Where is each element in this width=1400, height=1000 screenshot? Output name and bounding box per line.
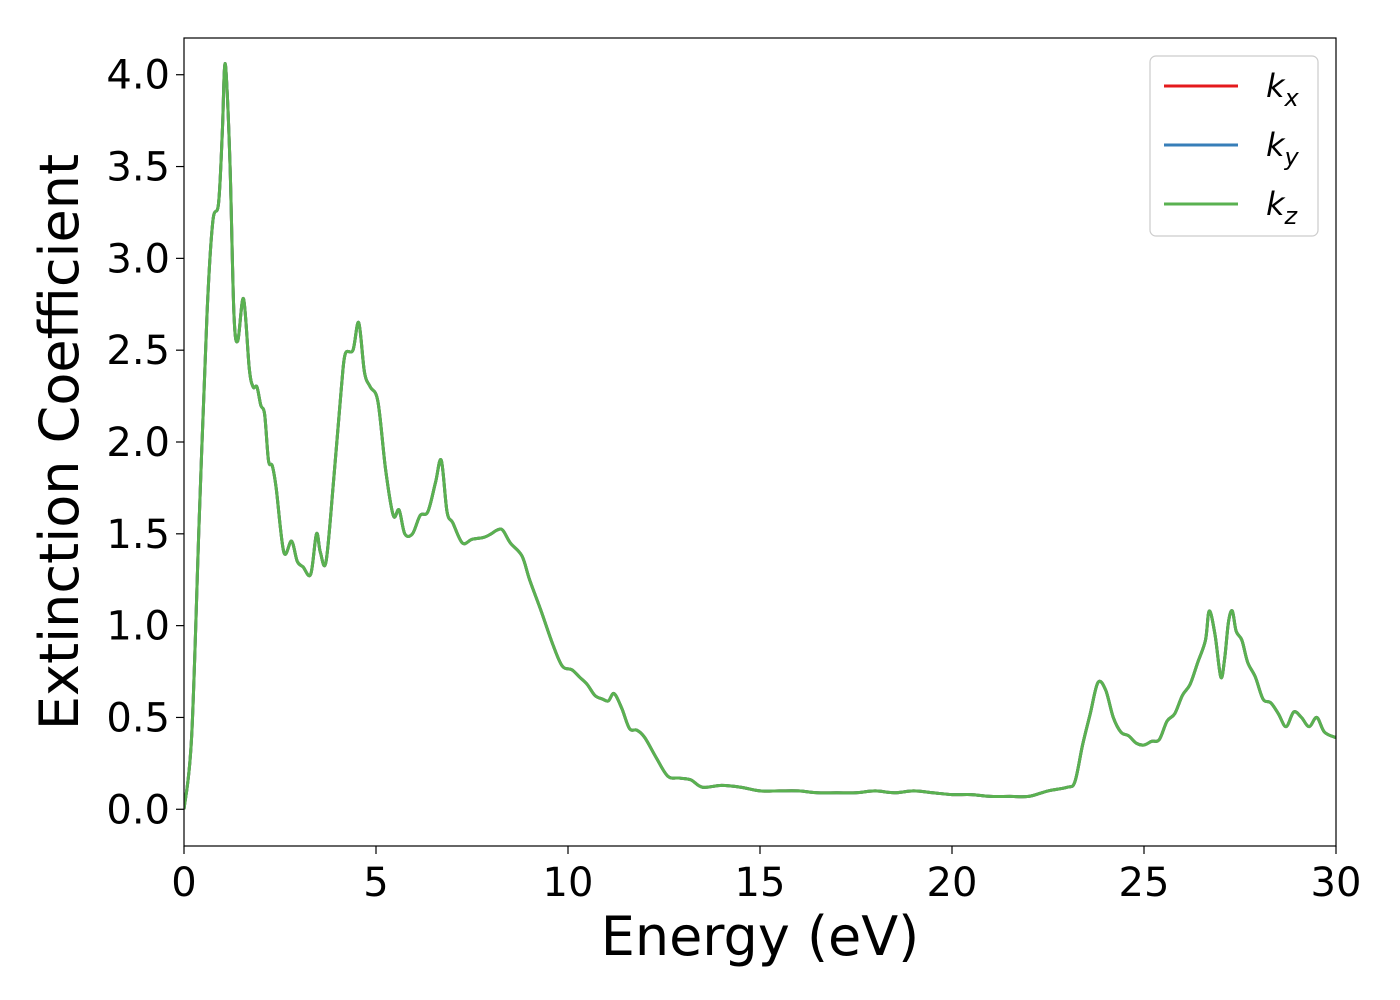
legend-label-base: k [1266,67,1286,105]
legend-label-z: kz [1266,185,1299,230]
legend-label-subscript: y [1284,143,1300,171]
x-tick-label: 30 [1311,860,1362,906]
x-tick-label: 25 [1119,860,1170,906]
legend-label-base: k [1266,126,1286,164]
legend-label-subscript: x [1284,84,1300,112]
legend-label-x: kx [1266,67,1300,112]
y-tick-label: 1.0 [106,604,170,650]
legend-label-base: k [1266,185,1286,223]
y-axis-ticks: 0.0 0.5 1.0 1.5 2.0 2.5 3.0 3.5 4.0 [106,53,184,833]
legend-label-subscript: z [1284,202,1299,230]
y-tick-label: 3.0 [106,236,170,282]
y-tick-label: 3.5 [106,145,170,191]
y-tick-label: 2.5 [106,328,170,374]
y-tick-label: 0.0 [106,787,170,833]
x-axis-ticks: 0 5 10 15 20 25 30 [171,846,1361,906]
x-tick-label: 10 [543,860,594,906]
y-tick-label: 0.5 [106,695,170,741]
series-layer [184,61,1336,810]
y-tick-label: 1.5 [106,512,170,558]
legend-label-y: ky [1266,126,1300,171]
y-tick-label: 4.0 [106,53,170,99]
x-tick-label: 15 [735,860,786,906]
x-tick-label: 5 [363,860,388,906]
y-axis-label: Extinction Coefficient [28,154,91,730]
x-tick-label: 0 [171,860,196,906]
y-tick-label: 2.0 [106,420,170,466]
x-tick-label: 20 [927,860,978,906]
series-line-z [184,61,1336,810]
x-axis-label: Energy (eV) [601,905,920,968]
